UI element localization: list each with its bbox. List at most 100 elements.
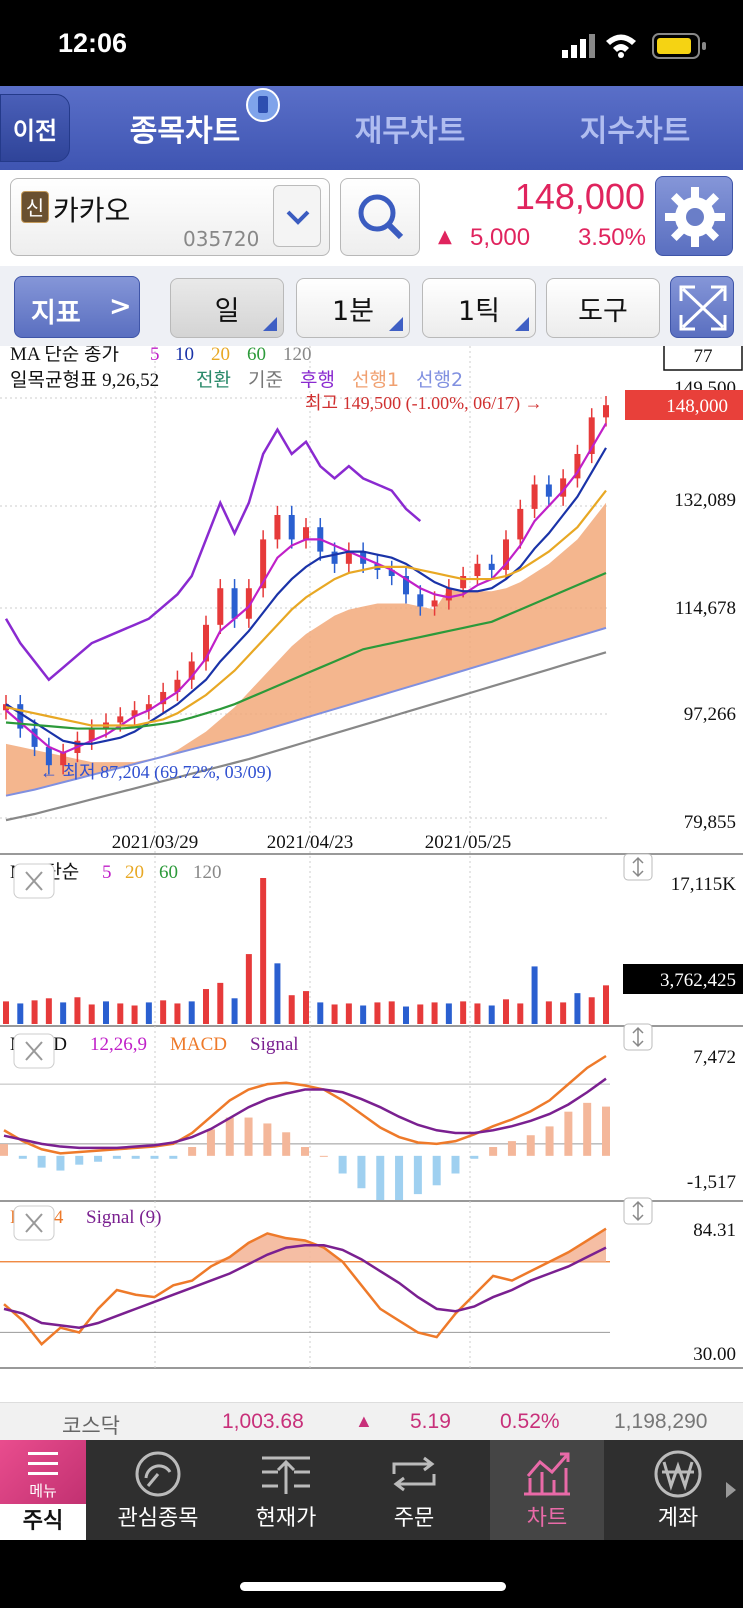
watchlist-icon — [135, 1451, 181, 1497]
candle — [417, 594, 424, 607]
chart-area[interactable]: MA 단순 종가 5 10 20 60 120 일목균형표 9,26,52 전환 기준 후행 선행1… — [0, 346, 743, 1440]
search-icon — [358, 194, 404, 240]
stock-selector[interactable]: 신 카카오 035720 — [10, 178, 330, 256]
symbol-bar: 신 카카오 035720 148,000 ▲ 5,000 3.50% — [0, 170, 743, 266]
macd-histogram-bar — [432, 1155, 441, 1186]
candle — [588, 417, 595, 454]
candle — [260, 539, 267, 589]
axis-background — [610, 346, 743, 1440]
ichimoku-title: 일목균형표 9,26,52 — [10, 369, 159, 391]
tab-label: 종목차트 — [129, 114, 241, 149]
price-change: 5,000 — [470, 224, 531, 251]
candle — [574, 453, 581, 479]
candle — [45, 746, 52, 766]
macd-histogram-bar — [56, 1155, 65, 1171]
macd-histogram-bar — [470, 1155, 479, 1159]
nav-watchlist[interactable]: 관심종목 — [94, 1440, 222, 1540]
period-daily-button[interactable]: 일 — [170, 278, 284, 338]
x-axis-label: 2021/04/23 — [267, 832, 354, 853]
volume-bar — [517, 1003, 524, 1024]
candle — [474, 563, 481, 577]
ichimoku-span2 — [5, 626, 607, 797]
candle — [131, 710, 138, 717]
search-button[interactable] — [340, 178, 420, 256]
macd-min: -1,517 — [687, 1172, 736, 1193]
volume-bar — [331, 1004, 338, 1024]
macd-histogram-bar — [150, 1155, 159, 1159]
tab-index-chart[interactable]: 지수차트 — [555, 86, 715, 170]
candle — [460, 576, 467, 589]
ma-line-5 — [5, 422, 607, 755]
volume-bar — [374, 1002, 381, 1024]
macd-histogram-bar — [206, 1129, 215, 1156]
candle — [403, 576, 409, 595]
up-arrow-icon: ▲ — [355, 1411, 373, 1431]
volume-bar — [460, 1001, 467, 1024]
volume-tag-bg — [623, 964, 743, 994]
wifi-icon — [606, 34, 636, 58]
menu-button[interactable]: 메뉴 주식 — [0, 1440, 86, 1540]
volume-bar — [560, 1002, 567, 1024]
macd-histogram-bar — [395, 1155, 404, 1201]
refresh-icon[interactable] — [244, 86, 282, 124]
macd-histogram-bar — [319, 1155, 328, 1157]
market-name: 코스닥 — [62, 1415, 120, 1438]
candle — [388, 569, 395, 577]
candle — [203, 624, 209, 662]
ma-period-label: 10 — [175, 346, 194, 365]
close-icon — [25, 1041, 43, 1061]
volume-bar — [3, 1001, 9, 1024]
back-button[interactable]: 이전 — [0, 94, 70, 162]
macd-histogram-bar — [489, 1147, 498, 1156]
resize-icon — [632, 856, 644, 878]
period-tick-button[interactable]: 1틱 — [422, 278, 536, 338]
y-axis-label: 79,855 — [684, 812, 736, 833]
dropdown-button[interactable] — [273, 185, 321, 247]
volume-current: 3,762,425 — [660, 970, 736, 991]
low-annotation: ← 최저 87,204 (69.72%, 03/09) — [40, 762, 272, 783]
nav-chart[interactable]: 차트 — [490, 1440, 604, 1540]
tab-stock-chart[interactable]: 종목차트 — [110, 86, 260, 170]
nav-current-price[interactable]: 현재가 — [222, 1440, 350, 1540]
rsi-min: 30.00 — [693, 1344, 736, 1365]
volume-bar — [217, 982, 224, 1024]
candle — [445, 588, 452, 601]
volume-bar — [403, 1006, 409, 1024]
volume-period-label: 120 — [193, 862, 222, 883]
ichimoku-line-label: 선행1 — [352, 369, 399, 391]
chart-toolbar: 지표 > 일 1분 1틱 도구 — [0, 266, 743, 346]
indicator-button[interactable]: 지표 > — [14, 276, 140, 338]
x-axis-label: 2021/05/25 — [425, 832, 512, 853]
ichimoku-line-label: 선행2 — [416, 369, 463, 391]
settings-button[interactable] — [655, 176, 733, 256]
ichimoku-cloud — [6, 502, 606, 796]
macd-histogram-bar — [188, 1147, 197, 1156]
volume-bar — [474, 1003, 481, 1024]
candle — [488, 563, 495, 570]
volume-bar — [160, 1000, 167, 1024]
nav-order[interactable]: 주문 — [350, 1440, 478, 1540]
y-axis-label: 97,266 — [684, 704, 736, 725]
macd-histogram-bar — [282, 1132, 291, 1156]
tab-financial-chart[interactable]: 재무차트 — [330, 86, 490, 170]
rsi-max: 84.31 — [693, 1220, 736, 1241]
chevron-right-icon[interactable] — [724, 1480, 740, 1500]
candle — [503, 539, 509, 570]
macd-histogram-bar — [338, 1155, 347, 1174]
volume-bar — [503, 999, 509, 1024]
stock-tab[interactable]: 주식 — [0, 1504, 86, 1540]
fullscreen-button[interactable] — [670, 276, 734, 338]
close-icon — [25, 1213, 43, 1233]
count-value: 77 — [694, 346, 713, 367]
period-minute-button[interactable]: 1분 — [296, 278, 410, 338]
rsi-line — [3, 1227, 607, 1347]
tools-button[interactable]: 도구 — [546, 278, 660, 338]
ma-line-20 — [5, 489, 607, 727]
market-volume: 1,198,290 — [614, 1410, 708, 1433]
macd-histogram-bar — [583, 1102, 592, 1156]
nav-account[interactable]: 계좌 — [614, 1440, 742, 1540]
candle — [274, 514, 281, 540]
candle — [288, 514, 295, 540]
battery-icon — [652, 33, 706, 59]
